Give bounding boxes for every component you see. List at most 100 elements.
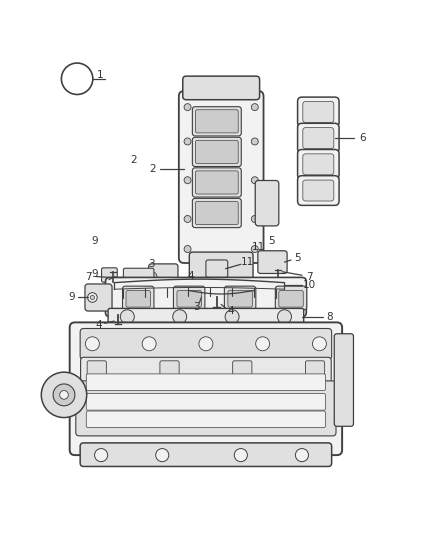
Text: 9: 9 xyxy=(91,236,98,246)
FancyBboxPatch shape xyxy=(160,361,179,389)
Circle shape xyxy=(225,310,239,324)
FancyBboxPatch shape xyxy=(86,393,325,410)
Text: 1: 1 xyxy=(97,70,103,80)
Circle shape xyxy=(88,293,97,302)
FancyBboxPatch shape xyxy=(189,252,253,283)
Circle shape xyxy=(251,177,258,184)
FancyBboxPatch shape xyxy=(192,138,241,166)
Text: 2: 2 xyxy=(149,164,156,174)
Text: 2: 2 xyxy=(131,155,137,165)
Circle shape xyxy=(85,337,99,351)
Circle shape xyxy=(184,215,191,222)
FancyBboxPatch shape xyxy=(149,264,178,289)
Text: 10: 10 xyxy=(303,280,316,290)
Circle shape xyxy=(41,372,87,417)
Text: 9: 9 xyxy=(91,269,98,279)
Circle shape xyxy=(251,246,258,253)
Text: 7: 7 xyxy=(306,272,312,282)
FancyBboxPatch shape xyxy=(206,260,228,277)
Text: 5: 5 xyxy=(294,253,301,263)
FancyBboxPatch shape xyxy=(303,154,334,175)
FancyBboxPatch shape xyxy=(195,110,238,133)
Circle shape xyxy=(312,337,326,351)
Circle shape xyxy=(199,337,213,351)
Circle shape xyxy=(184,103,191,111)
FancyBboxPatch shape xyxy=(334,334,353,426)
FancyBboxPatch shape xyxy=(86,411,325,427)
Circle shape xyxy=(90,295,95,300)
FancyBboxPatch shape xyxy=(76,381,336,436)
Text: 9: 9 xyxy=(68,293,75,303)
FancyBboxPatch shape xyxy=(192,107,241,136)
FancyBboxPatch shape xyxy=(303,128,334,149)
FancyBboxPatch shape xyxy=(108,309,304,325)
FancyBboxPatch shape xyxy=(192,168,241,197)
FancyBboxPatch shape xyxy=(258,251,287,273)
Circle shape xyxy=(184,138,191,145)
FancyBboxPatch shape xyxy=(255,181,279,226)
FancyBboxPatch shape xyxy=(70,322,342,455)
FancyBboxPatch shape xyxy=(179,91,264,263)
Circle shape xyxy=(148,272,157,281)
Circle shape xyxy=(184,246,191,253)
Circle shape xyxy=(278,310,291,324)
FancyBboxPatch shape xyxy=(183,76,260,100)
Circle shape xyxy=(215,294,219,299)
Circle shape xyxy=(251,215,258,222)
FancyBboxPatch shape xyxy=(297,123,339,153)
FancyBboxPatch shape xyxy=(303,101,334,123)
Circle shape xyxy=(295,449,308,462)
FancyBboxPatch shape xyxy=(86,374,325,391)
Circle shape xyxy=(120,310,134,324)
FancyBboxPatch shape xyxy=(177,290,201,307)
Circle shape xyxy=(234,449,247,462)
FancyBboxPatch shape xyxy=(192,198,241,228)
Text: 3: 3 xyxy=(193,302,200,312)
FancyBboxPatch shape xyxy=(195,171,238,194)
Circle shape xyxy=(155,449,169,462)
FancyBboxPatch shape xyxy=(297,176,339,205)
FancyBboxPatch shape xyxy=(297,149,339,179)
FancyBboxPatch shape xyxy=(123,286,154,310)
FancyBboxPatch shape xyxy=(305,361,325,389)
FancyBboxPatch shape xyxy=(80,443,332,466)
FancyBboxPatch shape xyxy=(195,201,238,224)
FancyBboxPatch shape xyxy=(81,357,331,392)
Text: 4: 4 xyxy=(187,271,194,281)
Text: 5: 5 xyxy=(268,236,275,246)
Circle shape xyxy=(184,177,191,184)
FancyBboxPatch shape xyxy=(279,290,303,307)
Circle shape xyxy=(173,310,187,324)
Text: 8: 8 xyxy=(327,312,333,322)
FancyBboxPatch shape xyxy=(276,286,307,310)
Circle shape xyxy=(95,449,108,462)
FancyBboxPatch shape xyxy=(80,328,332,359)
Text: 3: 3 xyxy=(148,260,155,269)
FancyBboxPatch shape xyxy=(124,268,154,285)
FancyBboxPatch shape xyxy=(173,286,205,310)
Text: 6: 6 xyxy=(359,133,366,143)
Text: 4: 4 xyxy=(227,305,234,316)
FancyBboxPatch shape xyxy=(297,97,339,127)
FancyBboxPatch shape xyxy=(106,277,306,317)
FancyBboxPatch shape xyxy=(85,284,112,311)
FancyBboxPatch shape xyxy=(87,361,106,389)
Circle shape xyxy=(256,337,270,351)
FancyBboxPatch shape xyxy=(195,140,238,164)
Text: 11: 11 xyxy=(252,242,265,252)
FancyBboxPatch shape xyxy=(233,361,252,389)
Circle shape xyxy=(251,103,258,111)
FancyBboxPatch shape xyxy=(224,286,256,310)
FancyBboxPatch shape xyxy=(228,290,252,307)
FancyBboxPatch shape xyxy=(184,284,258,299)
Text: 7: 7 xyxy=(85,271,92,281)
Circle shape xyxy=(60,391,68,399)
Circle shape xyxy=(53,384,75,406)
FancyBboxPatch shape xyxy=(102,268,117,282)
Text: 11: 11 xyxy=(241,257,254,267)
FancyBboxPatch shape xyxy=(126,290,150,307)
Circle shape xyxy=(251,138,258,145)
Circle shape xyxy=(142,337,156,351)
Circle shape xyxy=(116,313,120,318)
FancyBboxPatch shape xyxy=(303,180,334,201)
